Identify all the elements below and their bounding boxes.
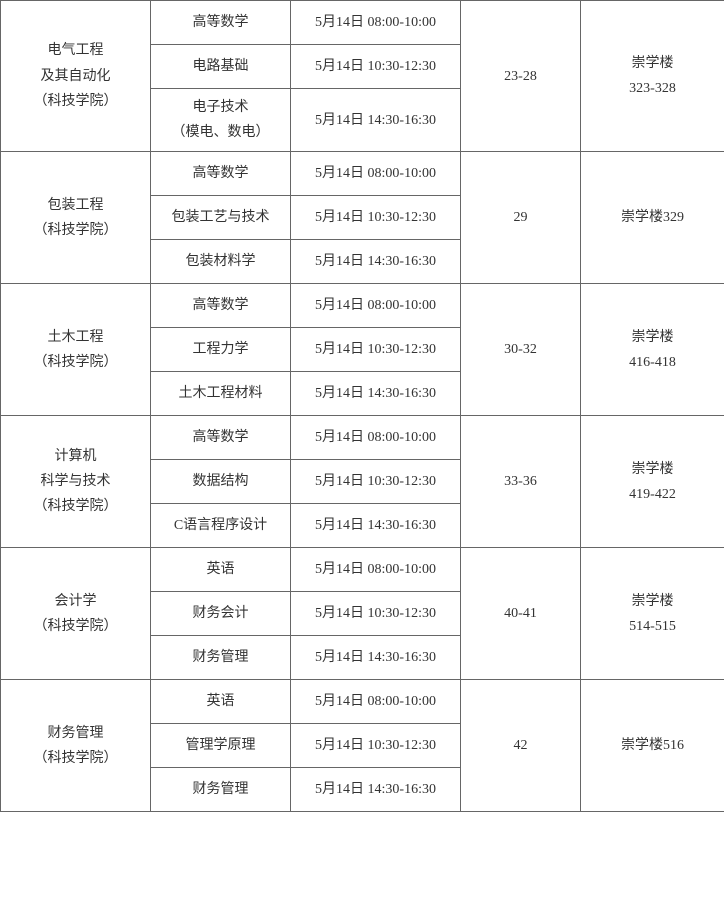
room-cell: 29 [461, 152, 581, 284]
subject-cell: 包装材料学 [151, 240, 291, 284]
table-row: 电气工程 及其自动化 （科技学院）高等数学5月14日 08:00-10:0023… [1, 1, 724, 45]
room-cell: 33-36 [461, 416, 581, 548]
subject-cell: 财务管理 [151, 768, 291, 812]
time-cell: 5月14日 08:00-10:00 [291, 152, 461, 196]
major-cell: 会计学 （科技学院） [1, 548, 151, 680]
time-cell: 5月14日 08:00-10:00 [291, 284, 461, 328]
time-cell: 5月14日 08:00-10:00 [291, 548, 461, 592]
table-row: 会计学 （科技学院）英语5月14日 08:00-10:0040-41崇学楼 51… [1, 548, 724, 592]
major-cell: 财务管理 （科技学院） [1, 680, 151, 812]
subject-cell: 英语 [151, 548, 291, 592]
time-cell: 5月14日 14:30-16:30 [291, 240, 461, 284]
location-cell: 崇学楼516 [581, 680, 724, 812]
room-cell: 40-41 [461, 548, 581, 680]
subject-cell: 包装工艺与技术 [151, 196, 291, 240]
subject-cell: 高等数学 [151, 1, 291, 45]
subject-cell: 英语 [151, 680, 291, 724]
schedule-table: 电气工程 及其自动化 （科技学院）高等数学5月14日 08:00-10:0023… [0, 0, 724, 812]
major-cell: 电气工程 及其自动化 （科技学院） [1, 1, 151, 152]
room-cell: 42 [461, 680, 581, 812]
time-cell: 5月14日 10:30-12:30 [291, 45, 461, 89]
time-cell: 5月14日 10:30-12:30 [291, 724, 461, 768]
room-cell: 23-28 [461, 1, 581, 152]
table-row: 土木工程 （科技学院）高等数学5月14日 08:00-10:0030-32崇学楼… [1, 284, 724, 328]
time-cell: 5月14日 10:30-12:30 [291, 592, 461, 636]
major-cell: 包装工程 （科技学院） [1, 152, 151, 284]
subject-cell: 高等数学 [151, 284, 291, 328]
time-cell: 5月14日 10:30-12:30 [291, 460, 461, 504]
location-cell: 崇学楼329 [581, 152, 724, 284]
table-row: 包装工程 （科技学院）高等数学5月14日 08:00-10:0029崇学楼329 [1, 152, 724, 196]
location-cell: 崇学楼 323-328 [581, 1, 724, 152]
time-cell: 5月14日 14:30-16:30 [291, 89, 461, 152]
time-cell: 5月14日 14:30-16:30 [291, 768, 461, 812]
time-cell: 5月14日 14:30-16:30 [291, 636, 461, 680]
time-cell: 5月14日 14:30-16:30 [291, 504, 461, 548]
subject-cell: 电子技术 （模电、数电） [151, 89, 291, 152]
subject-cell: 高等数学 [151, 416, 291, 460]
major-cell: 计算机 科学与技术 （科技学院） [1, 416, 151, 548]
table-row: 计算机 科学与技术 （科技学院）高等数学5月14日 08:00-10:0033-… [1, 416, 724, 460]
time-cell: 5月14日 08:00-10:00 [291, 680, 461, 724]
time-cell: 5月14日 14:30-16:30 [291, 372, 461, 416]
time-cell: 5月14日 08:00-10:00 [291, 1, 461, 45]
location-cell: 崇学楼 514-515 [581, 548, 724, 680]
time-cell: 5月14日 08:00-10:00 [291, 416, 461, 460]
subject-cell: 管理学原理 [151, 724, 291, 768]
subject-cell: 土木工程材料 [151, 372, 291, 416]
major-cell: 土木工程 （科技学院） [1, 284, 151, 416]
subject-cell: C语言程序设计 [151, 504, 291, 548]
subject-cell: 工程力学 [151, 328, 291, 372]
room-cell: 30-32 [461, 284, 581, 416]
location-cell: 崇学楼 419-422 [581, 416, 724, 548]
location-cell: 崇学楼 416-418 [581, 284, 724, 416]
subject-cell: 财务会计 [151, 592, 291, 636]
time-cell: 5月14日 10:30-12:30 [291, 328, 461, 372]
table-row: 财务管理 （科技学院）英语5月14日 08:00-10:0042崇学楼516 [1, 680, 724, 724]
subject-cell: 电路基础 [151, 45, 291, 89]
subject-cell: 高等数学 [151, 152, 291, 196]
time-cell: 5月14日 10:30-12:30 [291, 196, 461, 240]
subject-cell: 财务管理 [151, 636, 291, 680]
subject-cell: 数据结构 [151, 460, 291, 504]
